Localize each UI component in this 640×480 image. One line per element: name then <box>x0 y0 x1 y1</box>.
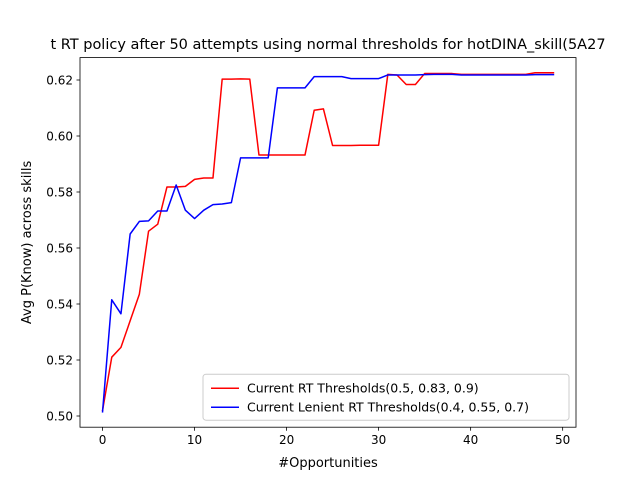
y-tick-label: 0.52 <box>46 353 73 367</box>
legend-entry-2: Current Lenient RT Thresholds(0.4, 0.55,… <box>247 400 529 415</box>
x-tick-label: 20 <box>279 433 294 447</box>
y-tick-label: 0.50 <box>46 409 73 423</box>
y-tick-label: 0.54 <box>46 297 73 311</box>
y-axis-label: Avg P(Know) across skills <box>20 160 35 324</box>
x-tick-label: 30 <box>371 433 386 447</box>
legend-entry-1: Current RT Thresholds(0.5, 0.83, 0.9) <box>247 381 479 396</box>
legend-box <box>202 373 570 421</box>
chart-title: t RT policy after 50 attempts using norm… <box>50 37 605 53</box>
legend: Current RT Thresholds(0.5, 0.83, 0.9) Cur… <box>202 373 570 421</box>
x-tick-label: 40 <box>463 433 478 447</box>
plot-area <box>80 57 576 428</box>
series-layer <box>101 71 555 413</box>
x-axis-label: #Opportunities <box>278 456 378 471</box>
x-tick-label: 10 <box>187 433 202 447</box>
series-line-2 <box>101 73 555 413</box>
y-axis-ticks: 0.50 0.52 0.54 0.56 0.58 0.60 0.62 <box>46 73 80 423</box>
y-tick-label: 0.56 <box>46 241 73 255</box>
y-tick-label: 0.58 <box>46 185 73 199</box>
x-tick-label: 50 <box>555 433 570 447</box>
x-tick-label: 0 <box>99 433 107 447</box>
y-tick-label: 0.62 <box>46 73 73 87</box>
x-axis-ticks: 0 10 20 30 40 50 <box>99 427 570 447</box>
plot-frame <box>79 57 577 428</box>
y-tick-label: 0.60 <box>46 129 73 143</box>
